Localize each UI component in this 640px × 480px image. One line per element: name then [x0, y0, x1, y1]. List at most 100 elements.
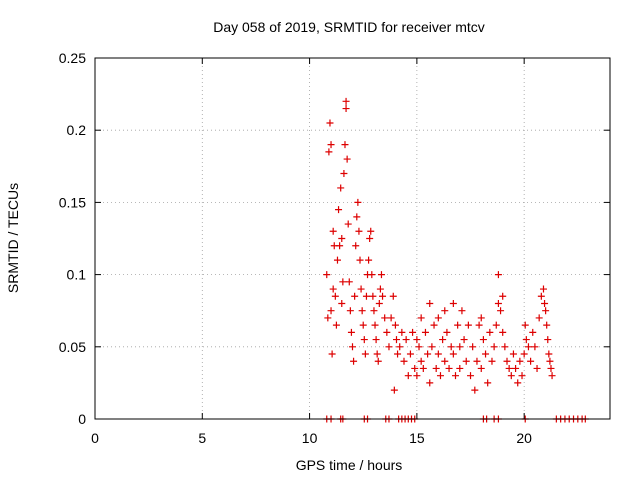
- x-tick-label: 15: [409, 430, 425, 446]
- data-point: [398, 328, 406, 336]
- data-point: [338, 299, 346, 307]
- data-point: [356, 256, 364, 264]
- data-point: [477, 364, 485, 372]
- data-point: [389, 292, 397, 300]
- y-tick-label: 0.15: [59, 194, 86, 210]
- data-point: [400, 357, 408, 365]
- data-point: [452, 372, 459, 380]
- data-point: [387, 314, 395, 322]
- data-point: [362, 292, 370, 300]
- data-point: [419, 364, 427, 372]
- data-point: [441, 307, 449, 315]
- data-point: [475, 321, 483, 329]
- data-point: [353, 213, 361, 221]
- data-point: [342, 105, 350, 113]
- data-point: [503, 357, 511, 365]
- y-tick-label: 0.25: [59, 50, 86, 66]
- data-point: [490, 343, 498, 351]
- data-point: [499, 328, 507, 336]
- data-point: [445, 364, 453, 372]
- data-point: [349, 343, 356, 351]
- x-tick-label: 20: [516, 430, 532, 446]
- data-point: [340, 170, 348, 178]
- data-point: [494, 299, 502, 307]
- data-point: [396, 343, 404, 351]
- data-point: [376, 285, 384, 293]
- data-point: [354, 198, 362, 206]
- data-point: [521, 321, 529, 329]
- x-axis-label: GPS time / hours: [296, 457, 403, 473]
- data-point: [409, 328, 417, 336]
- y-tick-label: 0: [78, 411, 86, 427]
- data-point: [351, 292, 359, 300]
- data-point: [421, 328, 429, 336]
- data-point: [344, 220, 352, 228]
- data-point: [449, 350, 457, 358]
- data-point: [520, 350, 528, 358]
- data-point: [434, 314, 442, 322]
- data-points: [323, 97, 589, 423]
- data-point: [456, 343, 464, 351]
- data-point: [544, 336, 552, 344]
- data-point: [473, 357, 481, 365]
- data-point: [375, 299, 383, 307]
- data-point: [392, 336, 400, 344]
- plot-border: [94, 57, 611, 420]
- data-point: [469, 343, 477, 351]
- data-point: [447, 343, 455, 351]
- data-point: [533, 364, 541, 372]
- data-point: [381, 314, 389, 322]
- data-point: [529, 328, 537, 336]
- data-point: [512, 364, 520, 372]
- data-point: [341, 141, 349, 149]
- data-point: [443, 328, 451, 336]
- data-point: [326, 119, 334, 127]
- y-tick-label: 0.2: [67, 122, 87, 138]
- data-point: [494, 271, 502, 279]
- data-point: [358, 307, 366, 315]
- data-point: [327, 141, 335, 149]
- data-point: [531, 343, 539, 351]
- data-point: [355, 227, 363, 235]
- data-point: [325, 148, 333, 156]
- y-tick-label: 0.05: [59, 339, 86, 355]
- chart-title: Day 058 of 2019, SRMTID for receiver mtc…: [213, 19, 485, 35]
- data-point: [486, 328, 494, 336]
- data-point: [492, 321, 500, 329]
- data-point: [456, 364, 464, 372]
- data-point: [545, 350, 553, 358]
- data-point: [522, 336, 530, 344]
- data-point: [499, 292, 507, 300]
- data-point: [426, 379, 434, 387]
- data-point: [424, 350, 432, 358]
- y-axis-label: SRMTID / TECUs: [5, 183, 21, 293]
- x-tick-label: 10: [302, 430, 318, 446]
- data-point: [413, 336, 421, 344]
- data-point: [336, 242, 344, 250]
- data-point: [547, 364, 555, 372]
- data-point: [411, 364, 419, 372]
- data-point: [357, 285, 365, 293]
- data-point: [454, 321, 462, 329]
- data-point: [374, 357, 382, 365]
- data-point: [368, 271, 376, 279]
- axis-ticks: 0 0.05 0.1 0.15 0.2 0.25 0 5 10 15 20: [59, 50, 610, 446]
- data-point: [367, 227, 375, 235]
- data-point: [328, 350, 336, 358]
- data-point: [527, 357, 535, 365]
- data-point: [347, 328, 355, 336]
- data-point: [441, 357, 449, 365]
- data-point: [359, 321, 367, 329]
- data-point: [361, 350, 369, 358]
- data-point: [342, 97, 350, 105]
- data-point: [428, 343, 436, 351]
- data-point: [327, 307, 335, 315]
- data-point: [417, 314, 425, 322]
- data-point: [379, 292, 387, 300]
- data-point: [360, 336, 368, 344]
- data-point: [366, 235, 374, 242]
- x-tick-label: 0: [91, 430, 99, 446]
- data-point: [426, 299, 434, 307]
- data-point: [394, 350, 402, 358]
